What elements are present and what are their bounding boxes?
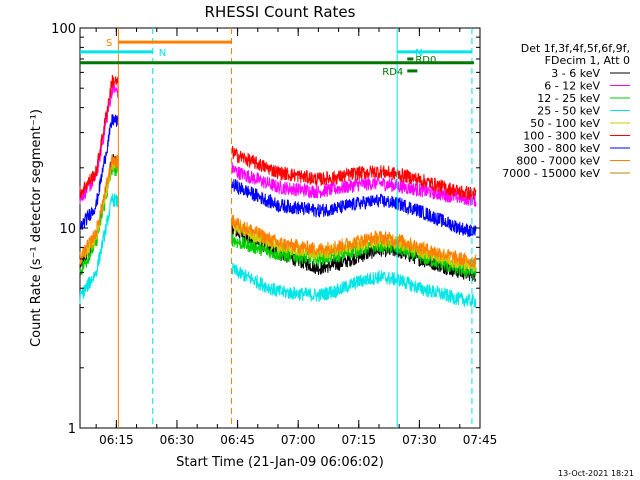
plot-frame (79, 27, 481, 429)
axis-layer: 06:15 06:30 06:45 07:00 07:15 07:30 07:45 1 10 10… (51, 22, 497, 447)
legend-label-300-800-kev: 300 - 800 keV (523, 142, 600, 155)
x-tick-label: 07:15 (341, 433, 376, 447)
legend-label-6-12-kev: 6 - 12 keV (544, 80, 600, 93)
x-tick-label: 06:30 (160, 433, 195, 447)
legend: Det 1f,3f,4f,5f,6f,9f, FDecim 1, Att 0 3… (502, 42, 630, 180)
footer-date: 13-Oct-2021 18:21 (558, 469, 634, 478)
flag-label-n: N (415, 48, 422, 59)
legend-header-line-2: FDecim 1, Att 0 (545, 54, 630, 67)
series-line-6-12-kev (79, 82, 477, 207)
x-tick-label: 06:15 (99, 433, 134, 447)
legend-label-3-6-kev: 3 - 6 keV (551, 67, 600, 80)
legend-label-50-100-kev: 50 - 100 keV (530, 117, 600, 130)
series-line-25-50-kev (79, 193, 477, 308)
legend-label-100-300-kev: 100 - 300 keV (523, 130, 600, 143)
y-tick-label: 100 (51, 22, 76, 37)
legend-label-800-7000-kev: 800 - 7000 keV (516, 155, 600, 168)
x-tick-label: 07:30 (402, 433, 437, 447)
series-line-800-7000-kev (79, 154, 477, 269)
legend-label-12-25-kev: 12 - 25 keV (537, 92, 600, 105)
x-tick-label: 07:00 (281, 433, 316, 447)
legend-header-line-1: Det 1f,3f,4f,5f,6f,9f, (521, 42, 630, 55)
y-axis-label: Count Rate (s⁻¹ detector segment⁻¹) (29, 109, 44, 347)
flag-label-rd4: RD4 (382, 67, 403, 78)
series-layer (79, 74, 477, 308)
y-tick-label: 1 (68, 422, 76, 437)
series-line-300-800-kev (79, 114, 477, 238)
y-tick-label: 10 (59, 222, 76, 237)
x-axis-label: Start Time (21-Jan-09 06:06:02) (176, 455, 384, 470)
legend-label-7000-15000-kev: 7000 - 15000 keV (502, 167, 600, 180)
x-tick-label: 06:45 (220, 433, 255, 447)
series-line-12-25-kev (79, 160, 477, 279)
x-tick-label: 07:45 (463, 433, 498, 447)
flag-label-n: N (159, 48, 166, 59)
chart-title: RHESSI Count Rates (205, 3, 356, 21)
legend-label-25-50-kev: 25 - 50 keV (537, 105, 600, 118)
series-line-100-300-kev (79, 74, 477, 200)
flag-label-rd0: RD0 (415, 55, 436, 66)
flag-label-s: S (106, 38, 112, 49)
